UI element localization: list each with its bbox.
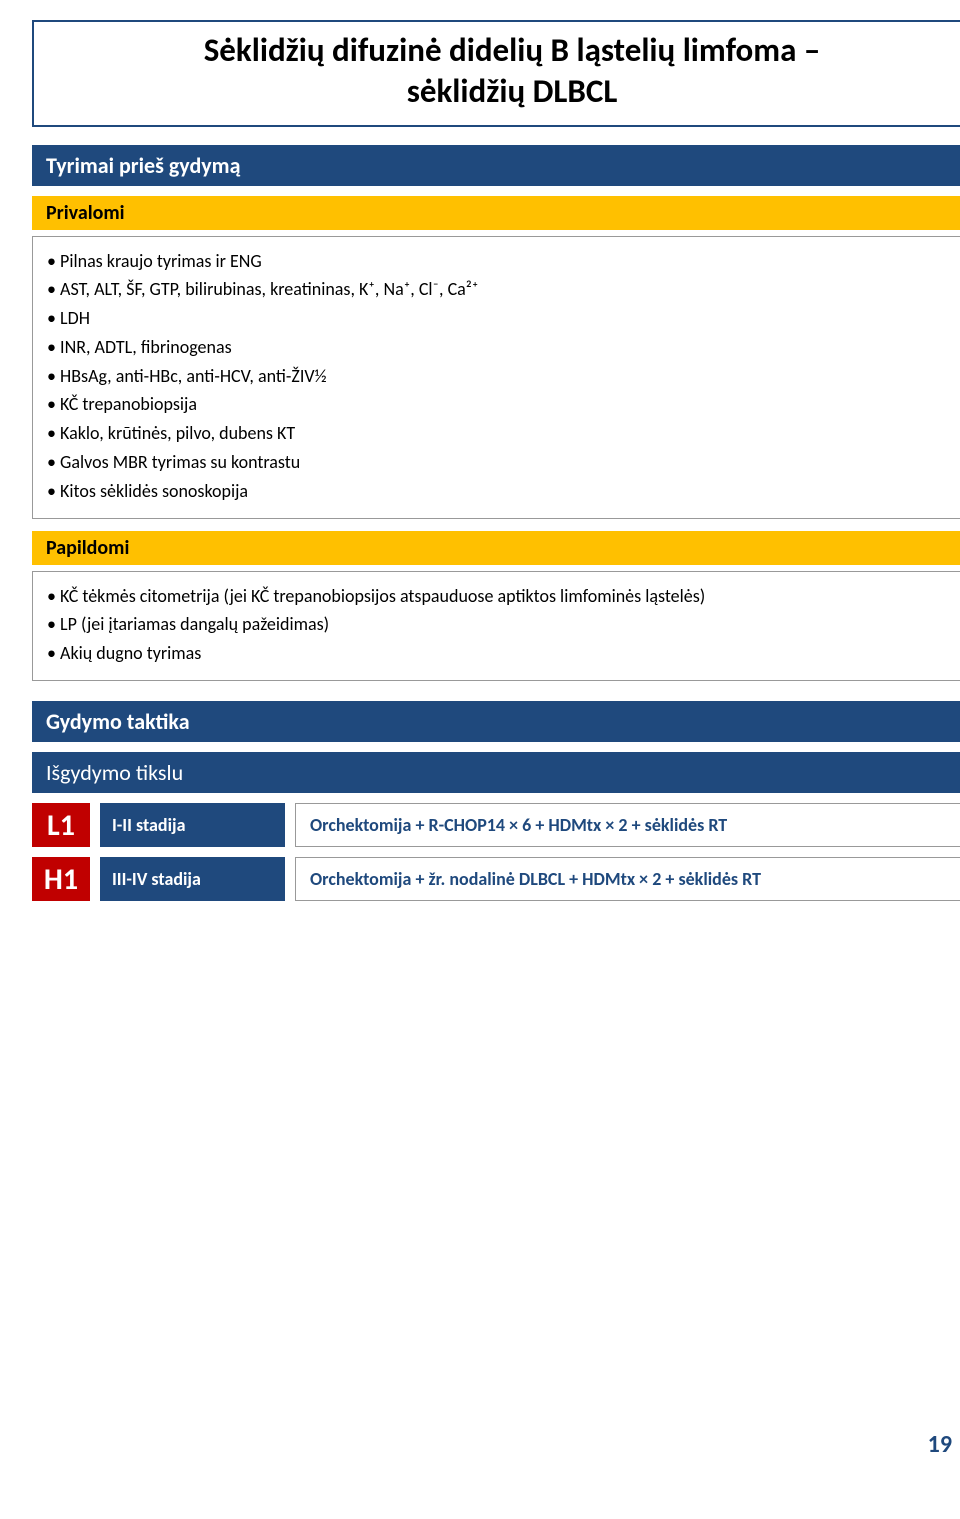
list-item: Akių dugno tyrimas [47, 639, 960, 668]
list-item: AST, ALT, ŠF, GTP, bilirubinas, kreatini… [47, 275, 960, 304]
purpose-header: Išgydymo tikslu [32, 752, 960, 793]
code-badge-h1: H1 [32, 857, 90, 901]
treatment-box: Orchektomija + žr. nodalinė DLBCL + HDMt… [295, 857, 960, 901]
list-item: LDH [47, 304, 960, 333]
list-item: KČ tėkmės citometrija (jei KČ trepanobio… [47, 582, 960, 611]
tactic-row: L1 I-II stadija Orchektomija + R-CHOP14 … [32, 803, 960, 847]
code-badge-l1: L1 [32, 803, 90, 847]
title-line-2: sėklidžių DLBCL [58, 71, 960, 112]
list-item: Kaklo, krūtinės, pilvo, dubens KT [47, 419, 960, 448]
stage-box: III-IV stadija [100, 857, 285, 901]
page-number: 19 [928, 1430, 952, 1459]
tests-header: Tyrimai prieš gydymą [32, 145, 960, 186]
privalomi-header: Privalomi [32, 196, 960, 230]
list-item: Kitos sėklidės sonoskopija [47, 477, 960, 506]
papildomi-header: Papildomi [32, 531, 960, 565]
privalomi-content: Pilnas kraujo tyrimas ir ENG AST, ALT, Š… [32, 236, 960, 519]
list-item: INR, ADTL, fibrinogenas [47, 333, 960, 362]
list-item: LP (jei įtariamas dangalų pažeidimas) [47, 610, 960, 639]
title-line-1: Sėklidžių difuzinė didelių B ląstelių li… [58, 30, 960, 71]
list-item: Galvos MBR tyrimas su kontrastu [47, 448, 960, 477]
page-title-box: Sėklidžių difuzinė didelių B ląstelių li… [32, 20, 960, 127]
list-item: KČ trepanobiopsija [47, 390, 960, 419]
tactics-header: Gydymo taktika [32, 701, 960, 742]
stage-box: I-II stadija [100, 803, 285, 847]
treatment-box: Orchektomija + R-CHOP14 × 6 + HDMtx × 2 … [295, 803, 960, 847]
tactic-row: H1 III-IV stadija Orchektomija + žr. nod… [32, 857, 960, 901]
papildomi-content: KČ tėkmės citometrija (jei KČ trepanobio… [32, 571, 960, 681]
list-item: Pilnas kraujo tyrimas ir ENG [47, 247, 960, 276]
list-item: HBsAg, anti-HBc, anti-HCV, anti-ŽIV½ [47, 362, 960, 391]
